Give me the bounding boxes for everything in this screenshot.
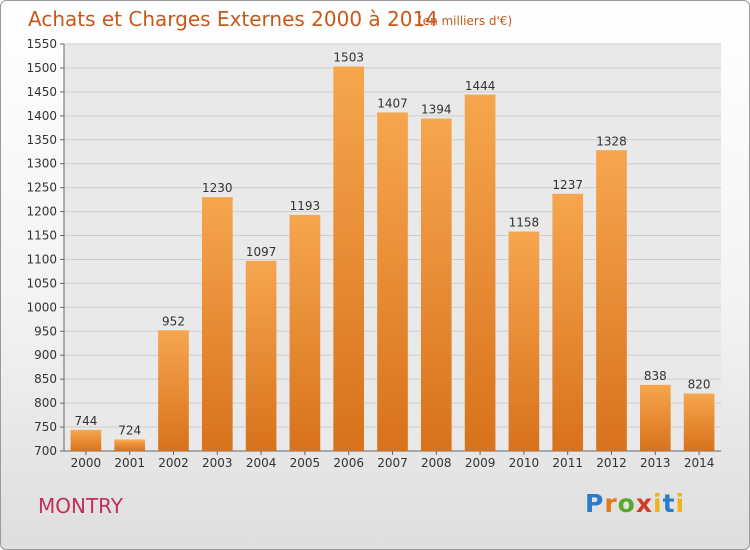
x-tick-label: 2001 [114,456,145,470]
data-label: 1230 [202,181,233,195]
bar-top-highlight [70,429,102,432]
logo-letter: x [635,489,653,518]
labels: 744 724 952 1230 1097 1193 1503 1407 1394 1444 115… [74,51,710,438]
y-tick-label: 1100 [26,252,57,266]
bar [596,150,627,451]
x-tick-label: 2012 [596,456,627,470]
y-tick-label: 1050 [26,276,57,290]
logo-letter: P [585,489,605,518]
y-tick-label: 900 [34,348,57,362]
bar [158,330,189,451]
bar-top-highlight [201,197,233,200]
y-tick-label: 1500 [26,61,57,75]
bar-top-highlight [158,330,189,333]
bar [245,260,277,451]
x-tick-label: 2013 [640,456,671,470]
bar-top-highlight [552,193,584,196]
bar [333,66,365,452]
bar-top-highlight [114,439,146,442]
data-label: 1394 [421,103,452,117]
x-tick-label: 2009 [465,456,496,470]
bar [377,112,408,451]
data-label: 1193 [290,199,321,213]
proxiti-logo: Proxiti [585,489,685,518]
bar [508,231,540,451]
y-tick-label: 1400 [26,109,57,123]
y-tick-label: 1250 [26,181,57,195]
bar-top-highlight [333,66,365,69]
bar-top-highlight [596,150,627,153]
place-name: MONTRY [38,494,124,518]
data-label: 1503 [333,51,364,65]
y-tick-label: 950 [34,324,57,338]
x-tick-label: 2003 [202,456,233,470]
y-tick-label: 1150 [26,229,57,243]
data-label: 820 [688,378,711,392]
y-tick-label: 1300 [26,157,57,171]
x-tick-label: 2011 [552,456,583,470]
logo-letter: o [617,489,636,518]
y-tick-label: 1350 [26,133,57,147]
bar [70,429,102,451]
x-tick-label: 2004 [246,456,277,470]
chart-unit: (en milliers d'€) [418,14,513,28]
x-tick-label: 2006 [333,456,364,470]
logo-letter: r [604,489,618,518]
data-label: 1158 [509,216,540,230]
y-tick-label: 1000 [26,300,57,314]
chart-title: Achats et Charges Externes 2000 à 2014 [28,7,438,31]
bar-top-highlight [289,214,321,217]
y-tick-label: 750 [34,420,57,434]
logo-letter: i [653,489,663,518]
bar [420,118,452,451]
data-label: 1407 [377,96,408,110]
x-tick-label: 2000 [71,456,102,470]
bar [552,193,584,451]
x-tick-label: 2010 [509,456,540,470]
y-tick-label: 1450 [26,85,57,99]
y-tick-label: 700 [34,444,57,458]
x-tick-label: 2002 [158,456,189,470]
data-label: 1237 [552,178,583,192]
bars [70,66,715,452]
bar-top-highlight [639,384,671,387]
bar [289,214,321,451]
x-tick-label: 2008 [421,456,452,470]
x-tick-label: 2005 [290,456,321,470]
data-label: 744 [74,414,97,428]
logo-letter: i [675,489,686,518]
bar [683,393,715,451]
y-tick-label: 1200 [26,205,57,219]
bar [464,94,496,451]
y-tick-label: 800 [34,396,57,410]
bar-top-highlight [420,118,452,121]
x-tick-label: 2007 [377,456,408,470]
data-label: 1328 [596,134,627,148]
data-label: 838 [644,369,667,383]
y-tick-label: 850 [34,372,57,386]
bar-top-highlight [508,231,540,234]
logo-letter: t [662,489,676,518]
bar-top-highlight [683,393,715,396]
bar [201,197,233,451]
bar-top-highlight [464,94,496,97]
data-label: 724 [118,424,141,438]
bar-top-highlight [377,112,408,115]
data-label: 1444 [465,79,496,93]
x-tick-label: 2014 [684,456,715,470]
y-tick-label: 1550 [26,37,57,51]
data-label: 952 [162,314,185,328]
bar-top-highlight [245,260,277,263]
bar [639,384,671,451]
data-label: 1097 [246,245,277,259]
bar [114,439,146,451]
